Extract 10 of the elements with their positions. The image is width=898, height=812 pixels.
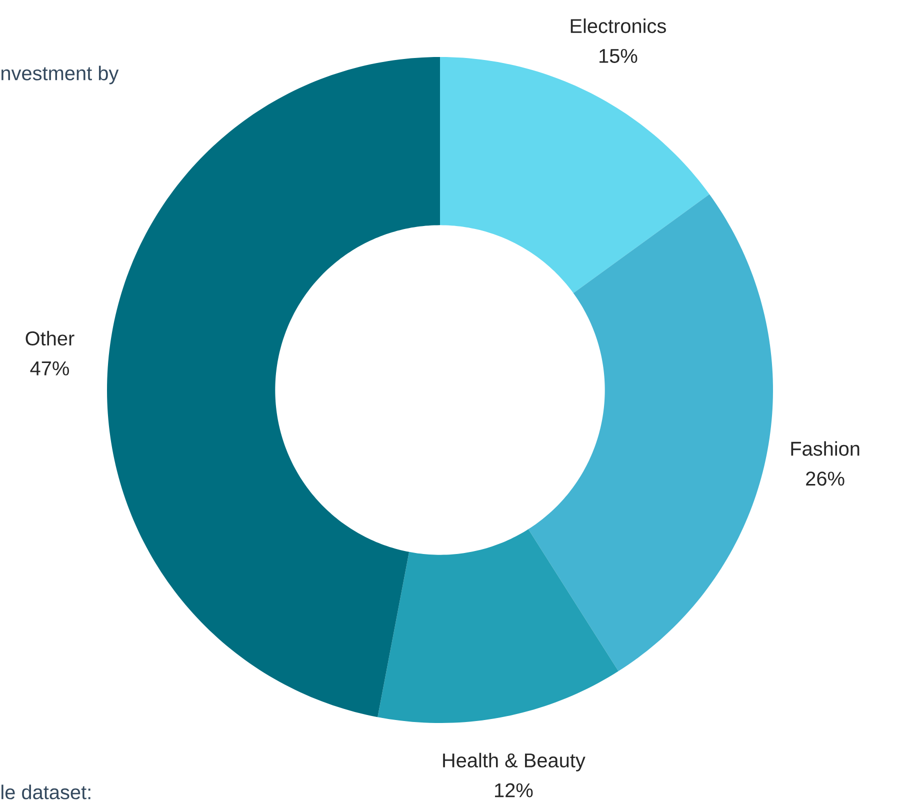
text: le dataset: (2, 784, 90, 800)
text: nvestment by (2, 66, 119, 84)
data-label: 26% (806, 472, 844, 486)
data-label: 47% (30, 361, 69, 376)
slice-label: Electronics (570, 18, 666, 34)
slice-label: Health & Beauty (443, 752, 586, 772)
data-label: 15% (600, 48, 638, 63)
slice-label: Fashion (791, 441, 860, 456)
slice-label: Other (26, 330, 74, 346)
data-label: 12% (495, 783, 533, 798)
